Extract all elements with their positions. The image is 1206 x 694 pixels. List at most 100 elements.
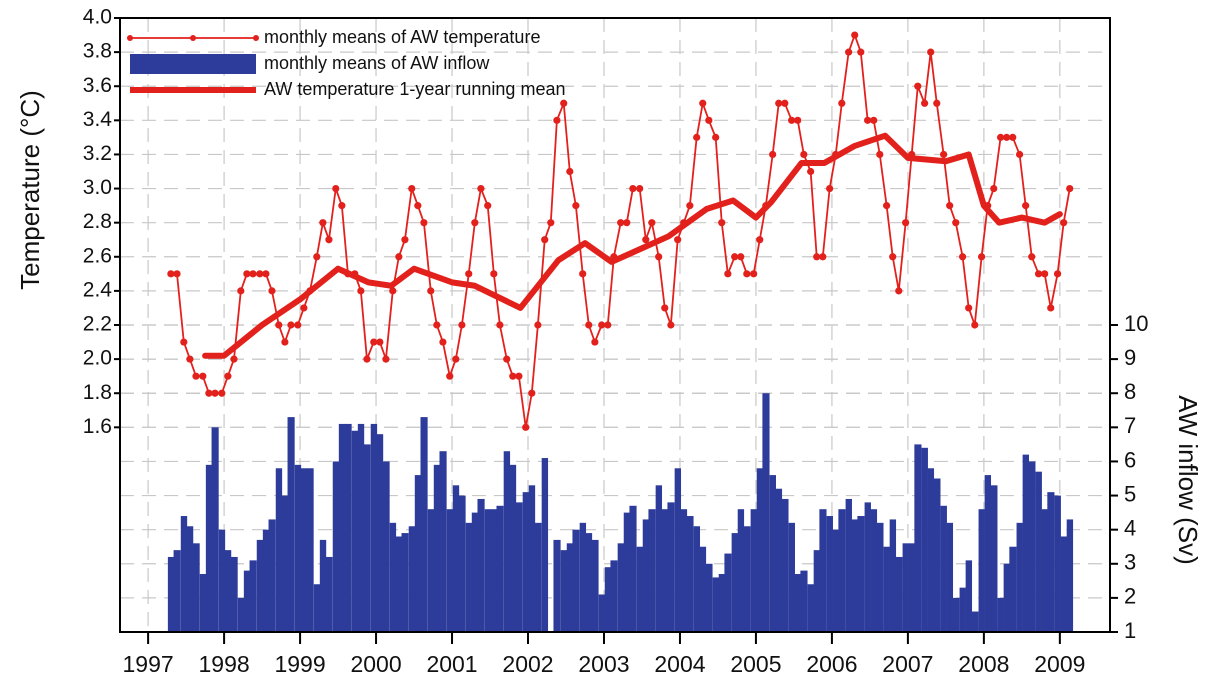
bar (857, 516, 865, 632)
bar (794, 574, 802, 632)
marker (1003, 133, 1011, 141)
bar (173, 550, 181, 632)
bar (997, 597, 1004, 632)
marker (1034, 270, 1043, 278)
axes: 1.6 1.8 2.0 2.2 2.4 2.6 2.8 3.0 3.2 3.4 3.6 3.8 4.0 1… (83, 6, 1149, 678)
bar (427, 509, 435, 632)
marker (553, 116, 561, 124)
bar (1066, 519, 1074, 632)
marker (604, 321, 612, 329)
marker (186, 355, 194, 363)
bar (408, 526, 416, 632)
marker (167, 270, 175, 278)
marker (173, 270, 181, 278)
x-tick-label: 2004 (654, 651, 705, 677)
y-tick-label: 1.8 (83, 381, 112, 404)
marker (319, 219, 327, 227)
bar (921, 447, 928, 632)
marker (465, 270, 473, 278)
x-tick-label: 2006 (806, 651, 857, 677)
marker (509, 372, 517, 380)
marker (737, 253, 745, 261)
marker (325, 236, 333, 244)
bar (680, 509, 688, 632)
bar (509, 464, 517, 632)
marker (902, 219, 910, 227)
marker (674, 236, 682, 244)
marker (743, 270, 751, 278)
marker (591, 338, 599, 346)
bar (705, 563, 713, 632)
marker (851, 31, 859, 39)
bar (306, 468, 314, 632)
marker (952, 219, 960, 227)
bar (351, 430, 359, 632)
y-tick-label: 3.6 (83, 74, 112, 97)
bar (1060, 536, 1067, 632)
bar (781, 498, 789, 632)
marker (389, 287, 397, 295)
bar (756, 468, 764, 632)
x-tick-label: 2002 (502, 651, 553, 677)
bar (465, 522, 473, 632)
bar (1035, 471, 1042, 632)
bar (420, 417, 428, 632)
bar (300, 468, 308, 632)
bar (458, 495, 466, 632)
bar (313, 584, 321, 632)
marker (598, 321, 606, 329)
marker (661, 304, 669, 312)
marker (876, 150, 884, 159)
bar (477, 498, 485, 632)
bar (914, 444, 922, 632)
marker (756, 236, 764, 244)
bar (522, 492, 530, 632)
marker (1041, 270, 1049, 278)
bar (800, 570, 808, 632)
marker (996, 133, 1005, 141)
bar (230, 556, 238, 632)
marker (237, 287, 245, 295)
bar (895, 556, 903, 632)
bar (382, 461, 390, 632)
bar (262, 529, 270, 632)
bar (661, 509, 669, 632)
y-tick-label: 2.0 (83, 347, 112, 370)
bar (617, 543, 625, 632)
marker (338, 202, 346, 210)
y2-tick-label: 9 (1124, 345, 1136, 370)
y-tick-label: 3.2 (83, 142, 112, 165)
x-tick-label: 2007 (882, 651, 933, 677)
bar (952, 597, 960, 632)
bar (870, 509, 878, 632)
bar (186, 526, 194, 632)
marker (769, 150, 777, 159)
bar (167, 556, 175, 632)
marker (959, 253, 967, 261)
bar (769, 475, 776, 632)
bar (452, 485, 460, 632)
marker (211, 389, 219, 397)
marker (401, 236, 409, 244)
bar (205, 464, 213, 632)
marker (1015, 150, 1024, 159)
marker (458, 321, 466, 329)
y2-tick-label: 2 (1124, 584, 1136, 609)
marker (870, 116, 878, 124)
marker (376, 338, 384, 346)
marker (775, 99, 783, 107)
y-tick-label: 2.6 (83, 244, 112, 267)
legend-marker (127, 35, 133, 41)
bar (319, 539, 327, 632)
bar (1022, 454, 1030, 632)
bar (192, 543, 200, 632)
marker (636, 184, 644, 193)
bar (775, 488, 783, 632)
marker (560, 99, 568, 107)
marker (940, 150, 948, 159)
marker (522, 423, 530, 431)
bar (648, 509, 656, 632)
y2-tick-label: 6 (1124, 447, 1136, 472)
bar (1028, 461, 1036, 632)
marker (572, 202, 580, 210)
